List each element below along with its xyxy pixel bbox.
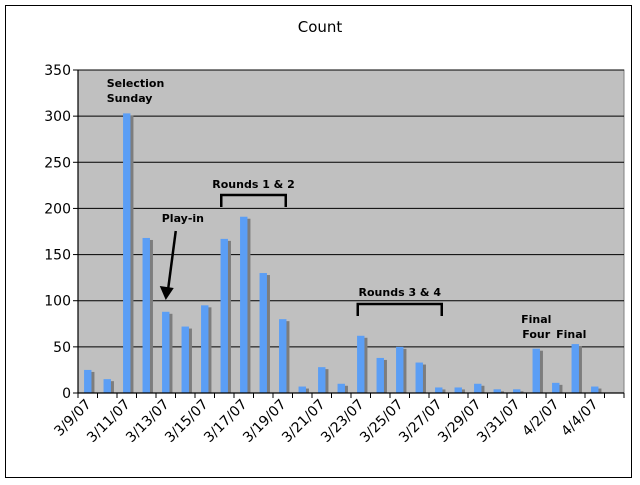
bar [142,237,150,393]
y-tick-label: 50 [53,340,71,356]
bar [474,383,482,393]
bar [493,389,501,393]
annotation-final-four: Final [521,313,551,326]
y-tick-label: 0 [62,386,71,402]
bar [513,389,521,393]
bar [318,367,326,393]
bar [337,383,345,393]
bar [415,362,423,393]
bar [376,357,384,393]
annotation-final: Final [556,328,586,341]
bar [259,273,267,393]
bar [84,369,92,393]
y-tick-label: 300 [44,109,71,125]
rounds-1-2-bracket [220,193,287,207]
bar [357,335,365,393]
annotation-selection-sunday: Selection [107,77,165,90]
x-tick-label: 3/31/07 [474,397,523,446]
y-tick-label: 250 [44,155,71,171]
rounds-3-4-bracket [356,302,443,316]
bar [454,387,462,393]
annotation-selection-sunday: Sunday [107,92,153,105]
x-tick-label: 4/4/07 [558,397,601,440]
annotation-final-four: Four [522,328,550,341]
bar [532,348,540,393]
y-tick-label: 150 [44,248,71,264]
plot-area [77,69,625,394]
bar [162,311,170,393]
bar [552,382,560,393]
bar [435,387,443,393]
x-tick-label: 4/2/07 [519,397,562,440]
bar [103,379,111,393]
bar [181,326,189,393]
play-in-arrow [166,230,177,293]
annotation-play-in: Play-in [162,212,204,225]
bar [240,216,248,393]
bar [298,386,306,393]
bar [123,113,131,394]
annotation-rounds-1-2: Rounds 1 & 2 [212,178,295,191]
bar [591,386,599,393]
y-tick-label: 350 [44,63,71,79]
bar [201,305,209,393]
bar [571,344,579,393]
play-in-arrow-head [159,286,174,300]
chart-title: Count [298,18,343,36]
annotation-rounds-3-4: Rounds 3 & 4 [359,286,442,299]
y-tick-label: 200 [44,201,71,217]
y-tick-label: 100 [44,294,71,310]
bar [396,346,404,393]
bar [220,238,228,393]
bar [279,319,287,393]
